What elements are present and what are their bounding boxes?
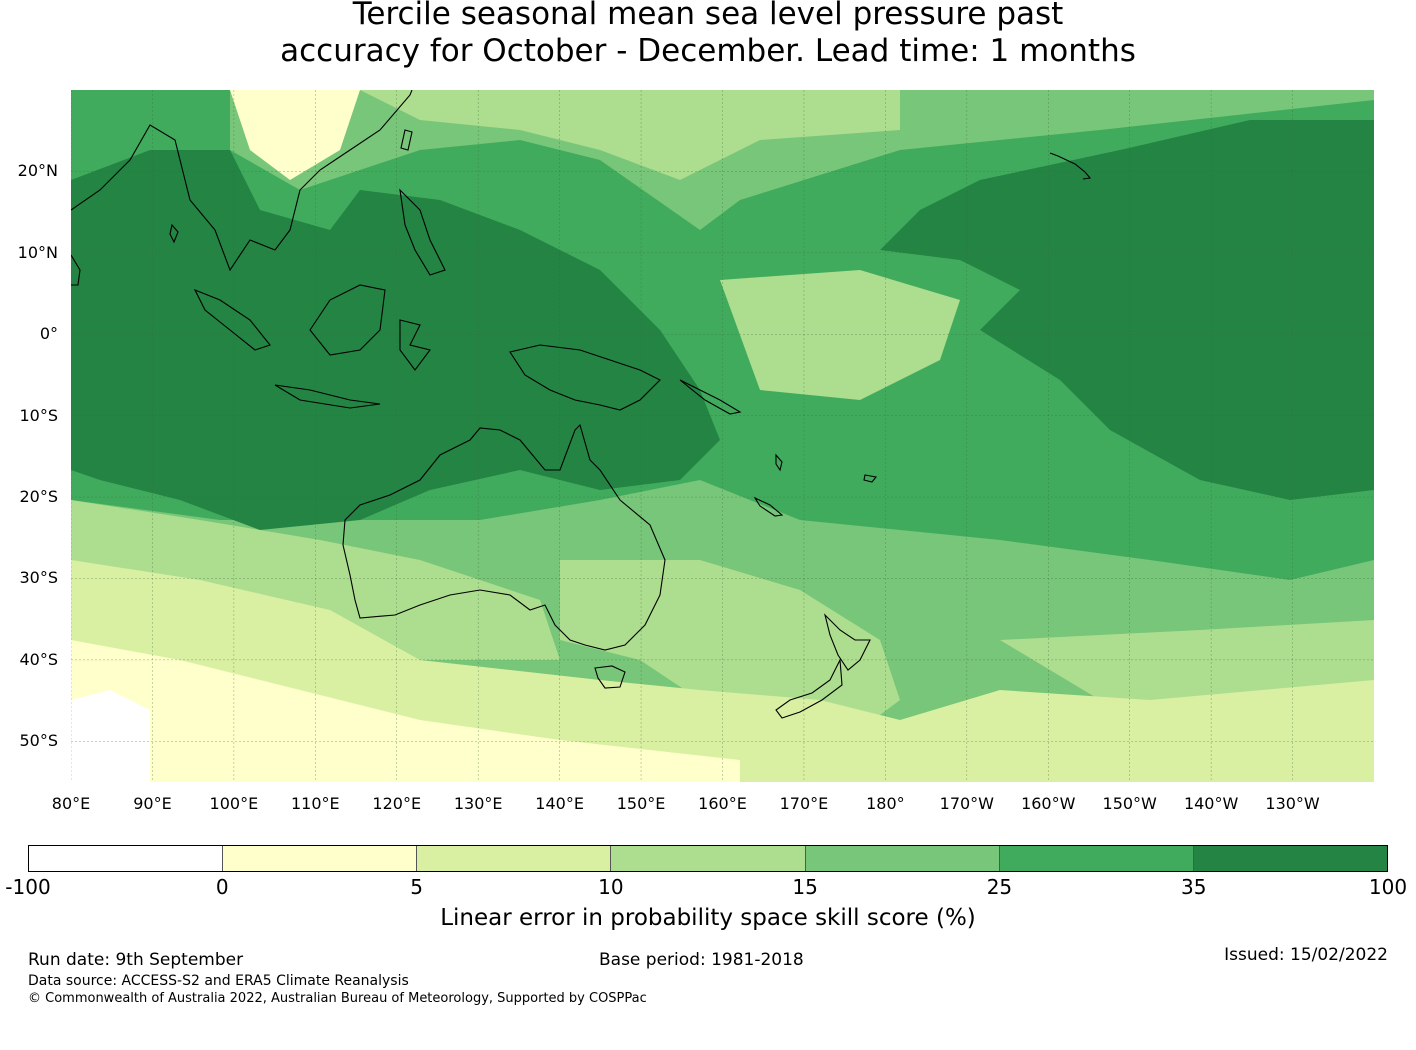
longitude-label: 140°E — [535, 794, 584, 813]
latitude-label: 10°S — [19, 405, 58, 425]
new-zealand-south-coastline — [775, 657, 843, 719]
new-caledonia-coastline — [753, 496, 784, 517]
sri-lanka-coastline — [169, 223, 179, 244]
longitude-label: 150°E — [616, 794, 666, 813]
india-coastline — [71, 254, 81, 286]
colorbar-swatch — [223, 846, 418, 871]
sulawesi-coastline — [399, 319, 431, 371]
colorbar-tick-label: 25 — [986, 875, 1013, 899]
base-period: Base period: 1981-2018 — [599, 950, 804, 970]
longitude-label: 160°E — [698, 794, 747, 813]
skill-band-35-100-east — [880, 120, 1374, 500]
tasmania-coastline — [594, 665, 626, 689]
new-guinea-coastline — [509, 344, 661, 411]
colorbar-swatch — [999, 846, 1194, 871]
skill-field — [71, 90, 1374, 782]
colorbar-tick-label: 15 — [792, 875, 818, 899]
latitude-label: 50°S — [19, 731, 58, 751]
latitude-label: 0° — [39, 324, 58, 344]
run-date: Run date: 9th September — [28, 950, 244, 970]
coastlines — [71, 90, 1092, 719]
skill-band-10-15-central — [720, 270, 960, 400]
vanuatu-coastline — [775, 453, 783, 472]
solomon-islands-coastline — [679, 379, 742, 415]
longitude-label: 180° — [866, 794, 905, 813]
skill-score-map — [71, 90, 1374, 782]
longitude-label: 120°E — [372, 794, 422, 813]
java-coastline — [274, 384, 381, 409]
skill-band-35-100-west — [71, 150, 720, 530]
longitude-label: 130°E — [453, 794, 503, 813]
asia-coastline — [71, 90, 413, 272]
colorbar-tick-label: 100 — [1368, 875, 1408, 899]
colorbar-swatch — [29, 846, 224, 871]
skill-band-negative — [71, 690, 150, 782]
colorbar-tick-label: 35 — [1180, 875, 1207, 899]
philippines-coastline — [399, 188, 446, 276]
colorbar-swatch — [611, 846, 806, 871]
longitude-label: 90°E — [133, 794, 172, 813]
new-zealand-north-coastline — [823, 613, 871, 671]
skill-band-10-15-north — [360, 90, 900, 180]
data-source: Data source: ACCESS-S2 and ERA5 Climate … — [28, 973, 409, 989]
longitude-label: 110°E — [290, 794, 340, 813]
taiwan-coastline — [400, 129, 413, 151]
longitude-label: 80°E — [51, 794, 91, 813]
colorbar-swatch — [1193, 846, 1387, 871]
colorbar-tick-label: 10 — [598, 875, 624, 899]
longitude-label: 160°W — [1021, 794, 1076, 813]
latitude-label: 30°S — [19, 568, 58, 588]
australia-coastline — [342, 423, 666, 651]
colorbar-swatch — [417, 846, 612, 871]
latitude-label: 20°N — [17, 161, 58, 181]
longitude-label: 150°W — [1102, 794, 1157, 813]
issued-date: Issued: 15/02/2022 — [1224, 945, 1388, 965]
sumatra-coastline — [193, 288, 271, 351]
longitude-label: 140°W — [1183, 794, 1239, 813]
colorbar-tick-label: 0 — [215, 875, 229, 899]
hawaii-coastline — [1049, 152, 1092, 180]
latitude-label: 40°S — [19, 649, 58, 669]
copyright-notice: © Commonwealth of Australia 2022, Austra… — [28, 991, 647, 1006]
longitude-label: 100°E — [209, 794, 259, 813]
borneo-coastline — [309, 284, 386, 356]
colorbar-label: Linear error in probability space skill … — [440, 905, 976, 931]
map-title-line-2: accuracy for October - December. Lead ti… — [280, 33, 1136, 69]
map-title-line-1: Tercile seasonal mean sea level pressure… — [352, 0, 1064, 32]
latitude-label: 10°N — [17, 242, 58, 262]
longitude-label: 170°E — [779, 794, 829, 813]
fiji-coastline — [863, 474, 878, 483]
colorbar — [28, 845, 1388, 872]
colorbar-tick-label: -100 — [5, 875, 51, 899]
latitude-label: 20°S — [19, 487, 58, 507]
longitude-label: 130°W — [1265, 794, 1320, 813]
colorbar-tick-label: 5 — [410, 875, 423, 899]
longitude-label: 170°W — [939, 794, 994, 813]
colorbar-swatch — [805, 846, 1000, 871]
